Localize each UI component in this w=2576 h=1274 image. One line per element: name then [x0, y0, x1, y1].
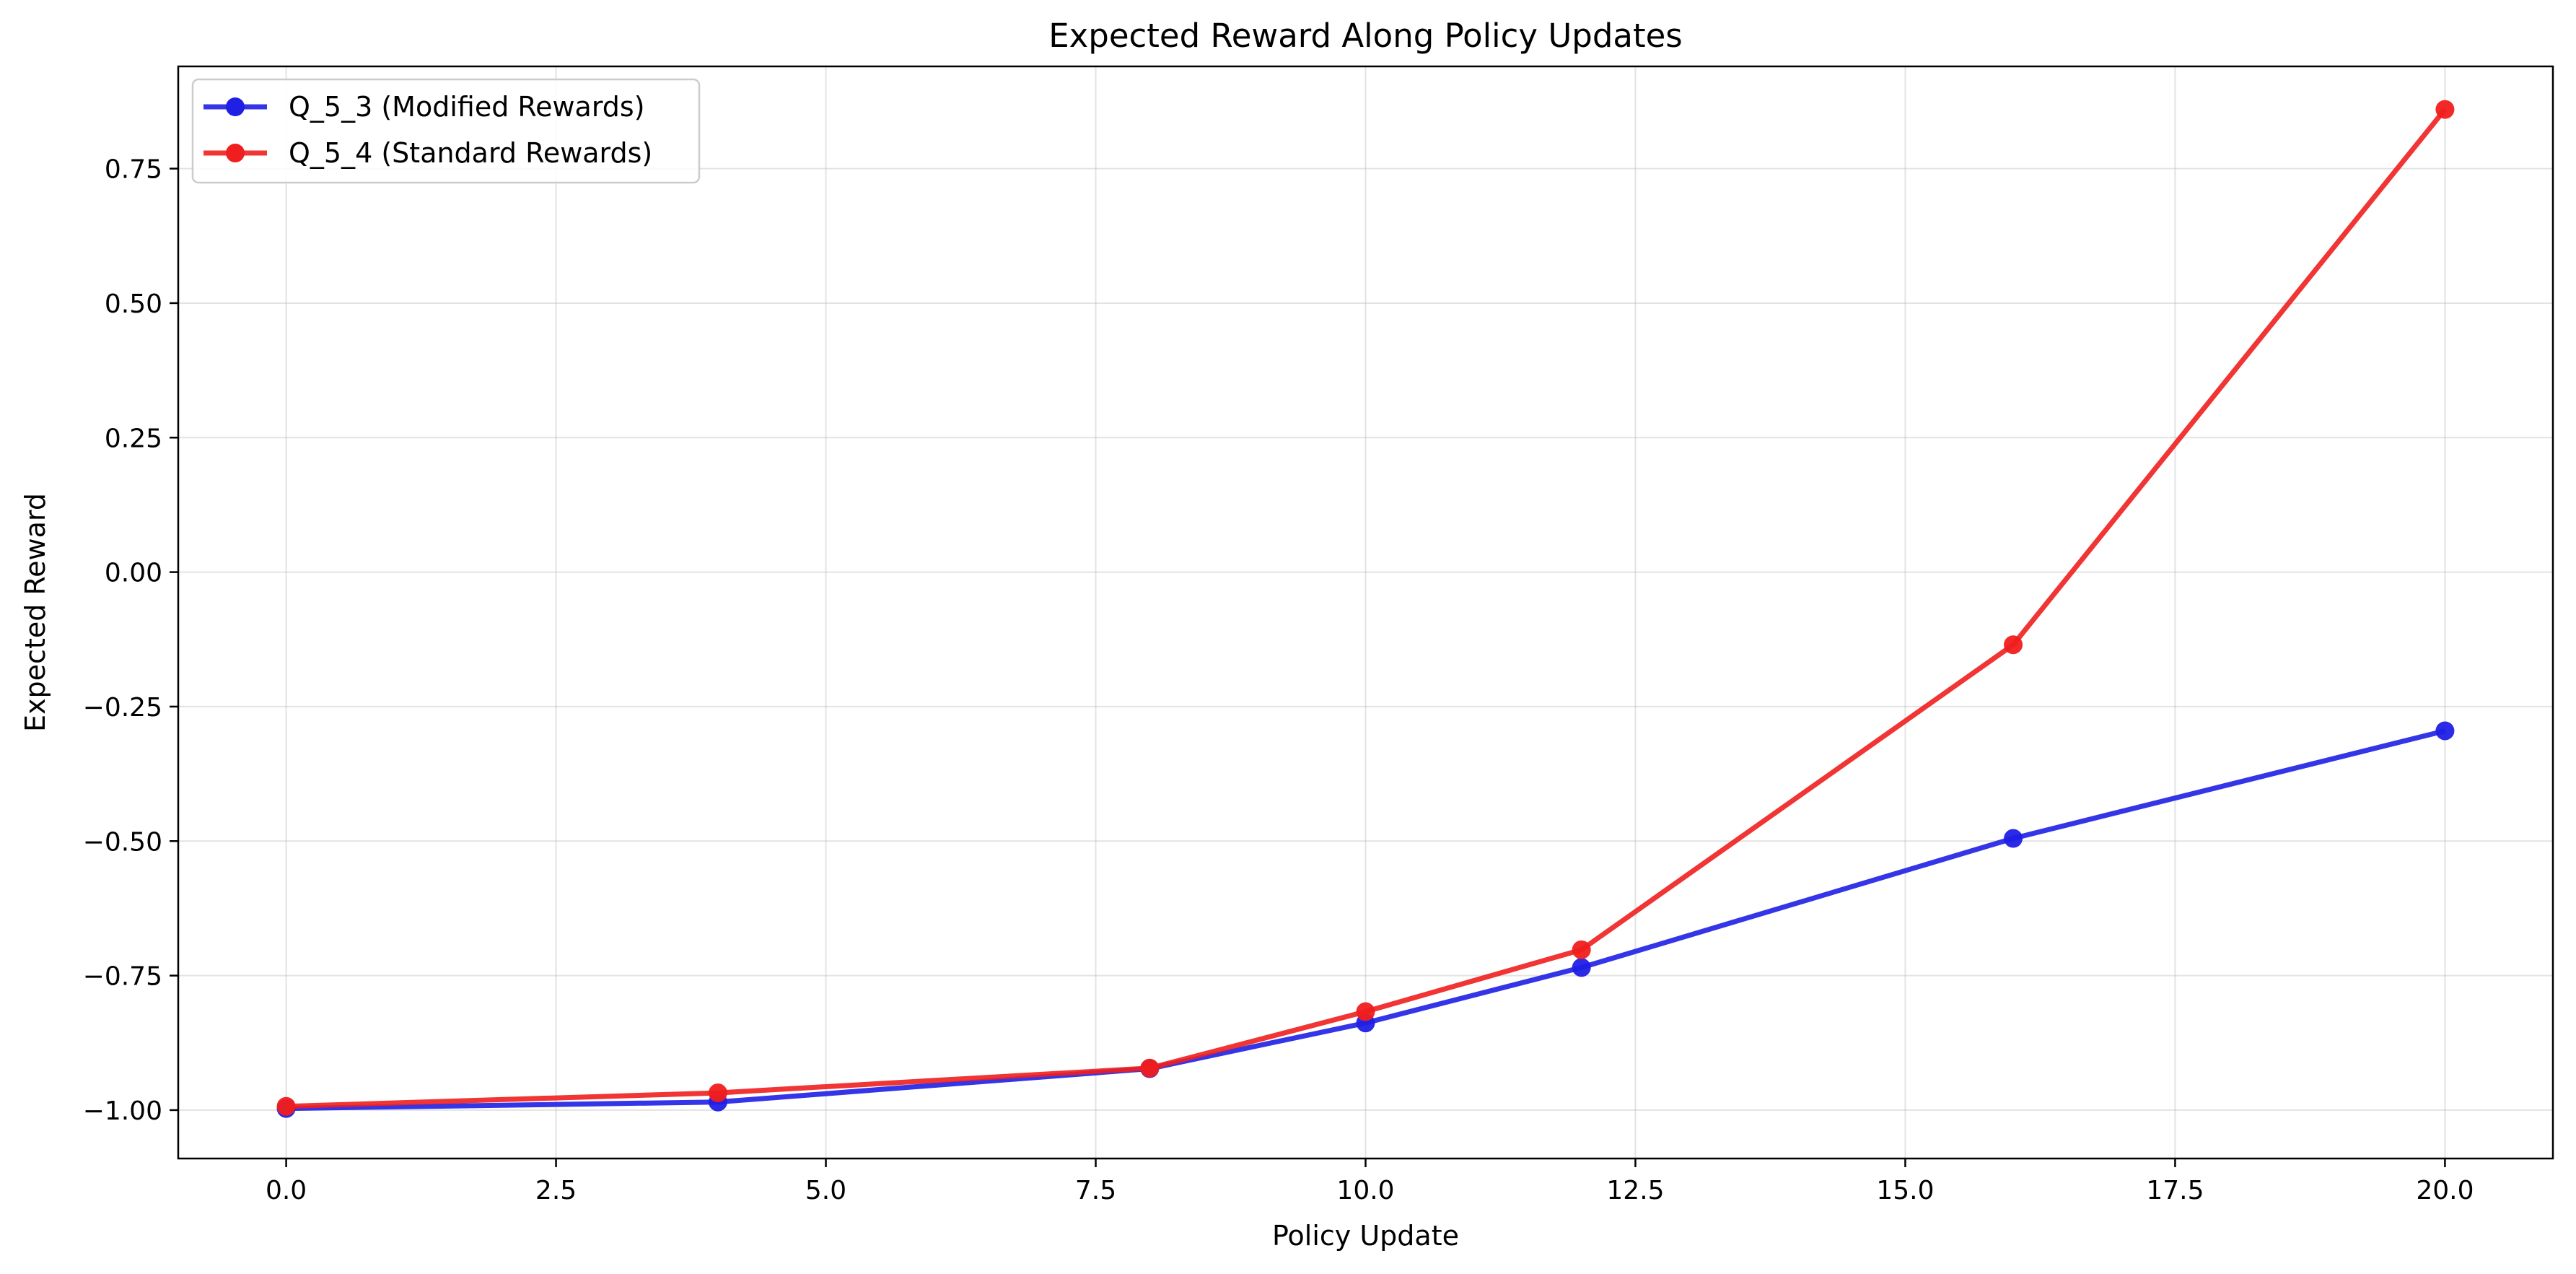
x-axis-label: Policy Update — [1272, 1220, 1459, 1252]
y-tick-label: 0.25 — [105, 424, 162, 453]
y-tick-label: −0.25 — [83, 693, 162, 723]
x-tick-label: 5.0 — [805, 1176, 846, 1205]
data-point-series-0 — [2004, 829, 2023, 848]
x-tick-label: 15.0 — [1876, 1176, 1934, 1205]
legend-label-1: Q_5_4 (Standard Rewards) — [289, 137, 652, 169]
data-point-series-1 — [1356, 1002, 1375, 1021]
data-point-series-1 — [276, 1096, 296, 1116]
y-tick-label: 0.75 — [105, 155, 162, 185]
legend-label-0: Q_5_3 (Modified Rewards) — [289, 91, 645, 123]
y-tick-label: 0.00 — [105, 559, 162, 588]
x-tick-label: 12.5 — [1606, 1176, 1664, 1205]
legend-box — [191, 78, 701, 184]
x-tick-label: 7.5 — [1075, 1176, 1116, 1205]
data-point-series-1 — [1140, 1058, 1160, 1078]
data-point-series-1 — [1572, 940, 1591, 959]
ticks: 0.0 2.5 5.0 7.5 10.0 12.5 15.0 17.5 20.0 −1.00 −0.… — [83, 155, 2474, 1205]
legend-marker-1 — [226, 144, 245, 162]
x-tick-label: 2.5 — [535, 1176, 577, 1205]
chart-title: Expected Reward Along Policy Updates — [1048, 17, 1683, 55]
legend-marker-0 — [226, 97, 245, 116]
series-layer — [276, 100, 2455, 1118]
data-point-series-0 — [1572, 958, 1591, 977]
y-axis-label: Expected Reward — [19, 493, 51, 732]
y-tick-label: −0.50 — [83, 827, 162, 857]
data-point-series-1 — [2004, 635, 2023, 655]
x-tick-label: 10.0 — [1336, 1176, 1394, 1205]
x-tick-label: 17.5 — [2146, 1176, 2204, 1205]
x-tick-label: 20.0 — [2416, 1176, 2474, 1205]
data-point-series-1 — [2435, 100, 2455, 119]
legend: Q_5_3 (Modified Rewards) Q_5_4 (Standard … — [191, 78, 701, 184]
x-tick-label: 0.0 — [266, 1176, 307, 1205]
grid — [178, 66, 2553, 1159]
y-tick-label: −1.00 — [83, 1096, 162, 1126]
data-point-series-0 — [2435, 721, 2455, 741]
data-point-series-1 — [708, 1083, 727, 1103]
y-tick-label: 0.50 — [105, 289, 162, 319]
y-tick-label: −0.75 — [83, 962, 162, 992]
